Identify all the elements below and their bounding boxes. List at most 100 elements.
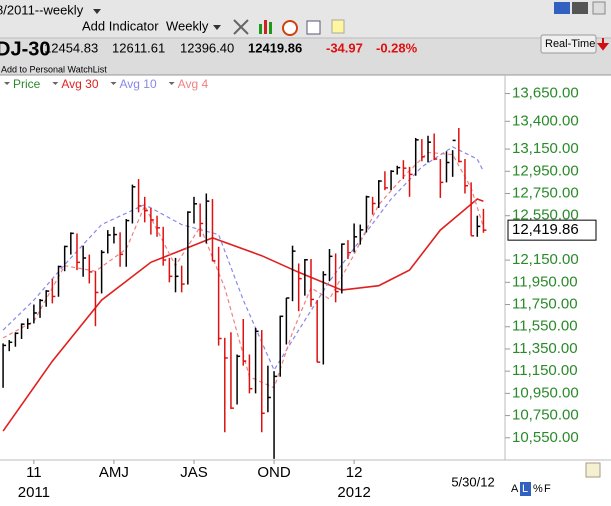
footer-button[interactable]: F [544, 483, 551, 495]
price-bar [279, 315, 284, 377]
price-bar [347, 240, 351, 260]
s-button[interactable] [554, 2, 570, 14]
y-tick-label: 13,400.00 [512, 112, 579, 129]
price-bar [94, 271, 99, 327]
y-tick-label: 13,150.00 [512, 140, 579, 157]
price-bar [51, 278, 56, 304]
price-bar [322, 271, 327, 365]
period[interactable]: 8/2011--weekly [0, 2, 84, 17]
legend-label: Price [13, 77, 41, 91]
x-year-label: 2012 [337, 484, 370, 501]
price-bar [162, 226, 167, 266]
price-bar [156, 215, 161, 237]
footer-button[interactable]: % [533, 483, 543, 495]
footer-button-bg [520, 482, 531, 496]
price-bar [359, 224, 364, 245]
price-bar [297, 263, 302, 312]
price-bar [273, 371, 278, 459]
price-bar [353, 223, 358, 253]
watchlist[interactable]: Add to Personal WatchList [1, 64, 107, 74]
last-price-label: 12,419.86 [512, 221, 579, 238]
x-tick-label: OND [257, 464, 291, 481]
price-bar [378, 180, 382, 208]
y-tick-label: 12,550.00 [512, 207, 579, 224]
x-tick-label: 12 [346, 464, 363, 481]
footer-button[interactable]: L [522, 483, 528, 495]
price-bar [39, 298, 44, 318]
legend-label: Avg 4 [178, 77, 209, 91]
dropdown-arrow [213, 25, 221, 30]
price-bar [131, 184, 136, 224]
dropdown-arrow [93, 9, 101, 14]
legend-arrow [52, 82, 59, 85]
price-bar [248, 354, 253, 394]
price-bar [260, 330, 265, 433]
price-bar [445, 151, 450, 183]
price-bar [390, 170, 395, 191]
price-bar [224, 337, 228, 433]
y-tick-label: 12,750.00 [512, 184, 579, 201]
price-bar [193, 196, 197, 224]
price-bar [236, 354, 241, 405]
y-tick-label: 11,750.00 [512, 296, 578, 313]
quote-value: 12396.40 [180, 40, 234, 55]
price-bar [100, 250, 105, 294]
y-tick-label: 10,750.00 [512, 407, 579, 424]
price-bar [168, 257, 173, 283]
price-bar [20, 323, 25, 339]
price-bar [180, 265, 185, 293]
price-bar [316, 300, 321, 363]
y-tick-label: 10,950.00 [512, 384, 579, 401]
price-bar [451, 139, 456, 177]
legend-label: Avg 30 [61, 77, 98, 91]
price-bar [427, 135, 432, 163]
price-bar [2, 343, 7, 388]
footer-button[interactable]: A [511, 483, 519, 495]
quote-value: 12454.83 [44, 40, 98, 55]
price-bar [304, 259, 308, 296]
legend-label: Avg 10 [120, 77, 157, 91]
add-indicator[interactable]: Add Indicator [82, 18, 159, 33]
y-tick-label: 10,550.00 [512, 429, 579, 446]
price-bar [433, 133, 438, 161]
x-tick-label: AMJ [99, 464, 129, 481]
price-bar [310, 259, 315, 307]
quote-value: -34.97 [326, 40, 363, 55]
y-tick-label: 13,650.00 [512, 85, 579, 102]
price-bar [107, 230, 111, 254]
price-bar [88, 254, 93, 284]
price-bar [8, 340, 13, 352]
y-tick-label: 11,350.00 [512, 340, 578, 357]
x-year-label: 2011 [18, 484, 50, 501]
date-label: 5/30/12 [451, 474, 494, 489]
price-bar [82, 245, 87, 277]
tool-icons[interactable] [233, 19, 345, 36]
t-button[interactable] [572, 2, 588, 14]
price-bar [33, 304, 37, 324]
price-bar [291, 245, 296, 302]
legend-arrow [4, 82, 10, 85]
price-bar [45, 290, 50, 307]
legend-arrow [110, 82, 117, 85]
price-bar [125, 219, 130, 267]
price-bar [464, 159, 468, 194]
price-bar [334, 253, 339, 303]
realtime-button[interactable] [540, 34, 597, 54]
close-button[interactable] [592, 1, 606, 15]
price-bar [328, 249, 333, 282]
price-bar [267, 365, 271, 413]
price-bar [76, 233, 80, 271]
price-bar [341, 243, 345, 294]
draw-icon[interactable] [585, 462, 601, 478]
price-bar [211, 199, 216, 262]
price-bar [476, 215, 481, 237]
last-price-box [507, 219, 597, 241]
price-bar [421, 139, 425, 162]
y-tick-label: 11,550.00 [512, 318, 578, 335]
quote-value: 12419.86 [248, 40, 302, 55]
price-bar [482, 208, 487, 233]
interval[interactable]: Weekly [166, 18, 209, 33]
realtime-label[interactable]: Real-Time [545, 38, 595, 50]
